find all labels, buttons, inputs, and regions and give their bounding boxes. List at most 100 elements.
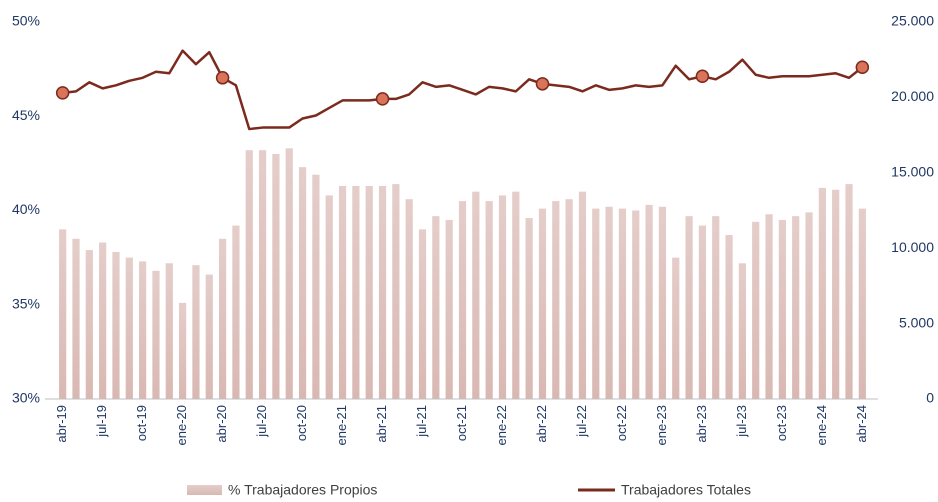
bar [85,250,93,399]
bar [99,242,107,399]
bar [365,185,373,399]
bar [698,225,707,399]
x-tick-label: abr-21 [374,405,389,443]
bar [285,148,293,399]
y-tick-label: 50% [12,13,40,29]
bar [525,218,533,399]
line-marker [695,69,710,84]
bar [632,210,640,399]
bar [432,216,440,399]
bar [765,214,773,399]
x-tick-label: oct-23 [774,405,789,441]
bar [832,189,840,399]
x-tick-label: oct-21 [454,405,469,441]
y-tick-label: 35% [12,295,40,311]
y2-tick-label: 5.000 [899,314,934,330]
bar [218,238,227,399]
bar [738,263,746,399]
x-tick-label: abr-24 [854,405,869,443]
x-tick-label: abr-20 [214,405,229,443]
bar [512,191,520,399]
bar [352,185,360,399]
x-tick-label: jul-19 [94,405,109,438]
bar [112,251,120,399]
line-marker [215,71,230,85]
bar [565,199,573,399]
bar [445,219,453,399]
y-tick-label: 40% [12,201,40,217]
x-tick-label: jul-20 [254,405,269,438]
line-marker [375,92,390,106]
x-tick-label: ene-24 [814,405,829,445]
bar [858,208,866,399]
x-tick-label: ene-22 [494,405,509,445]
bar [605,206,613,399]
bar [72,238,80,399]
y2-tick-label: 0 [926,390,934,406]
line [62,49,864,131]
bar [485,201,493,399]
x-tick-label: jul-21 [414,405,429,438]
bar [645,204,653,399]
bar [378,185,387,399]
x-tick-label: abr-19 [54,405,69,443]
bar [672,257,680,399]
bar [712,216,720,399]
bar [792,216,800,399]
bar [805,212,813,399]
x-tick-label: abr-23 [694,405,709,443]
bar [592,208,600,399]
bar [578,191,587,399]
bar [298,167,307,399]
x-tick-label: jul-22 [574,405,589,438]
legend-label: % Trabajadores Propios [228,482,377,498]
bar [845,184,853,399]
x-tick-label: oct-22 [614,405,629,441]
x-tick-label: oct-20 [294,405,309,441]
bar [205,274,213,399]
bar [232,225,240,399]
y2-tick-label: 25.000 [891,13,934,29]
bar [498,195,507,399]
bar [245,150,253,399]
bar [312,174,320,399]
bar [752,221,760,399]
bar [552,201,560,399]
x-tick-label: ene-21 [334,405,349,445]
bar [258,150,267,399]
line-marker [55,86,70,100]
bar [139,261,147,399]
legend-label: Trabajadores Totales [621,482,751,498]
y2-tick-label: 15.000 [891,164,934,180]
legend-swatch [187,485,222,495]
bar [418,229,427,399]
bar [778,219,786,399]
bar [179,302,187,399]
bar [165,263,173,399]
y-tick-label: 45% [12,107,40,123]
x-tick-label: ene-23 [654,405,669,445]
y2-tick-label: 20.000 [891,88,934,104]
bar [392,184,400,399]
bar [405,199,413,399]
line-marker [535,77,550,91]
bar [192,265,200,399]
bar [538,208,547,399]
bar [618,208,627,399]
bar [458,201,467,399]
x-tick-label: ene-20 [174,405,189,445]
x-tick-label: abr-22 [534,405,549,443]
x-tick-label: jul-23 [734,405,749,438]
y2-tick-label: 10.000 [891,239,934,255]
bar [338,185,347,399]
bar [818,187,826,399]
bar [152,270,160,399]
bar [658,206,667,399]
bar [685,216,693,399]
line-marker [855,60,870,74]
bar [125,257,133,399]
x-tick-label: oct-19 [134,405,149,441]
bar [325,195,333,399]
bar [59,229,67,399]
